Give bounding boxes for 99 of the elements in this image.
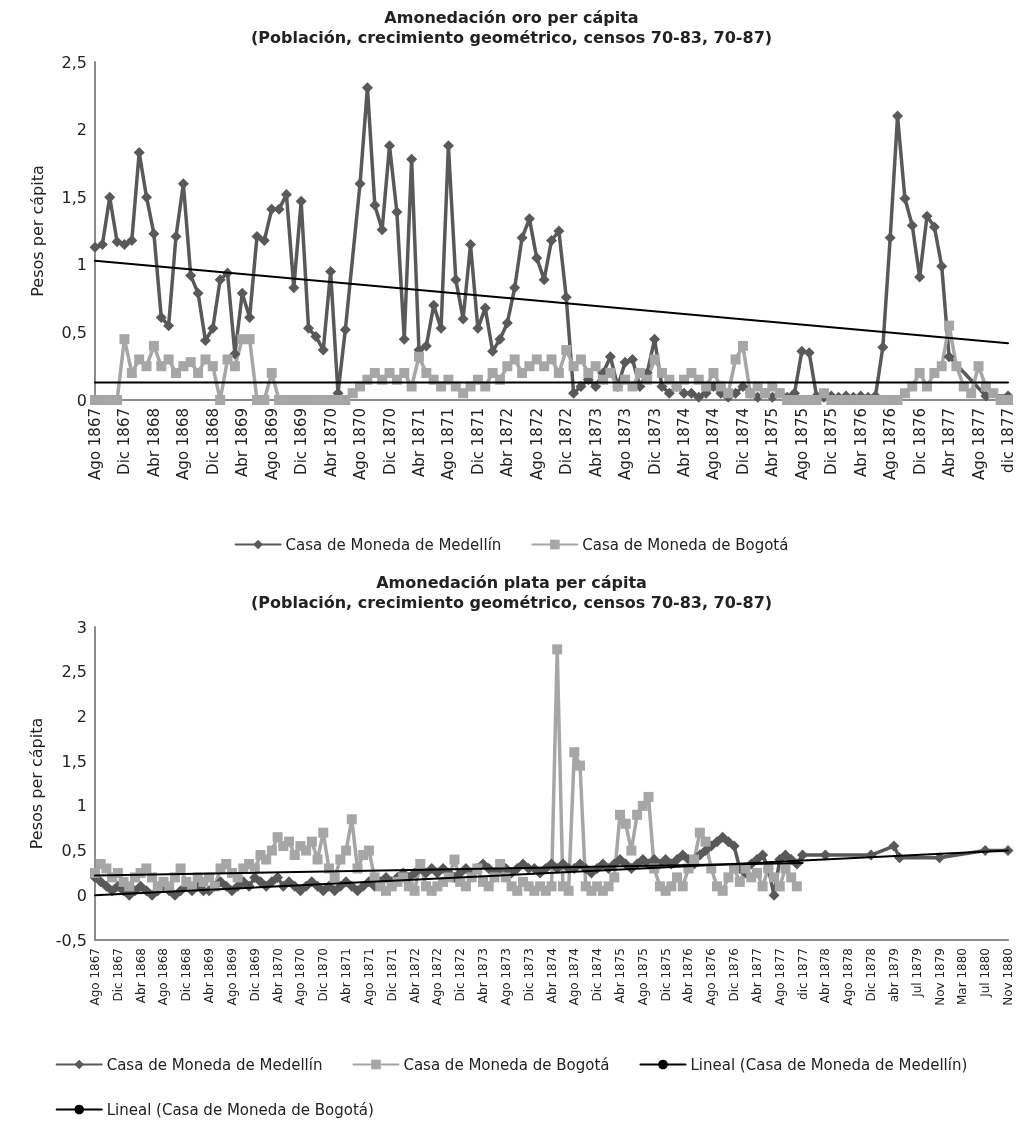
x-tick-label: Ago 1867 [86, 408, 104, 480]
x-tick-label: Abr 1872 [498, 408, 517, 477]
x-tick-label: Dic 1872 [453, 948, 468, 1002]
x-tick-label: Dic 1874 [590, 948, 605, 1002]
x-tick-label: Dic 1876 [910, 408, 929, 475]
x-tick-label: abr 1879 [886, 948, 901, 1003]
y-tick-label: 2 [76, 120, 87, 140]
x-tick-label: Dic 1878 [864, 948, 879, 1002]
chart-subtitle: (Población, crecimiento geométrico, censos 70-83, 70-87) [250, 27, 773, 47]
x-tick-label: Abr 1876 [681, 948, 696, 1004]
y-tick-label: 1,5 [61, 751, 87, 771]
x-tick-label: Dic 1870 [380, 408, 399, 475]
x-tick-label: Dic 1871 [384, 948, 399, 1002]
x-tick-label: Ago 1874 [567, 948, 582, 1006]
y-tick-label: 2,5 [61, 662, 87, 682]
y-tick-label: 0,5 [61, 841, 87, 861]
legend-label: Lineal (Casa de Moneda de Bogotá) [106, 1100, 374, 1119]
chart-title: Amonedación plata per cápita [376, 572, 647, 592]
x-tick-label: Abr 1872 [407, 948, 422, 1004]
y-tick-label: 1 [76, 255, 87, 275]
x-tick-label: Abr 1875 [763, 408, 782, 477]
x-tick-label: Dic 1870 [316, 948, 331, 1002]
x-tick-label: Ago 1875 [635, 948, 650, 1006]
x-tick-label: Ago 1877 [969, 408, 988, 480]
x-tick-label: Ago 1871 [361, 948, 376, 1006]
x-tick-label: Ago 1869 [262, 408, 281, 480]
y-tick-label: -0,5 [55, 930, 87, 950]
x-tick-label: Dic 1873 [521, 948, 536, 1002]
x-tick-label: Abr 1869 [202, 948, 217, 1004]
x-tick-label: Dic 1871 [468, 408, 487, 475]
x-tick-label: Dic 1876 [727, 948, 742, 1002]
y-tick-label: 0,5 [61, 322, 87, 342]
legend-label: Casa de Moneda de Medellín [285, 535, 502, 554]
x-tick-label: Ago 1867 [88, 948, 102, 1006]
x-tick-label: Mar 1880 [955, 948, 970, 1005]
x-tick-label: Abr 1877 [749, 948, 764, 1004]
x-tick-label: Ago 1872 [527, 408, 546, 480]
x-tick-label: Dic 1873 [645, 408, 664, 475]
x-tick-label: Dic 1875 [658, 948, 673, 1002]
x-tick-label: Abr 1871 [409, 408, 428, 477]
y-axis-title: Pesos per cápita [27, 165, 47, 297]
x-tick-label: Abr 1873 [476, 948, 491, 1004]
x-tick-label: dic 1877 [999, 408, 1017, 473]
x-tick-label: Ago 1876 [704, 948, 719, 1006]
x-tick-label: Ago 1869 [224, 948, 239, 1006]
x-tick-label: Dic 1872 [557, 408, 576, 475]
y-tick-label: 0 [76, 390, 87, 410]
x-tick-label: Dic 1868 [179, 948, 194, 1002]
x-tick-label: Abr 1878 [818, 948, 833, 1004]
x-tick-label: Abr 1868 [133, 948, 148, 1004]
x-tick-label: Abr 1874 [544, 948, 559, 1004]
x-tick-label: Abr 1871 [339, 948, 354, 1004]
x-tick-label: Ago 1870 [351, 408, 370, 480]
x-tick-label: Ago 1877 [772, 948, 787, 1006]
legend-label: Casa de Moneda de Medellín [106, 1055, 323, 1074]
legend-label: Casa de Moneda de Bogotá [403, 1055, 610, 1074]
x-tick-label: Ago 1873 [498, 948, 513, 1006]
x-tick-label: Ago 1876 [881, 408, 900, 480]
y-tick-label: 3 [76, 617, 87, 637]
x-tick-label: Ago 1868 [156, 948, 171, 1006]
x-tick-label: Abr 1876 [851, 408, 870, 477]
x-tick-label: Dic 1869 [247, 948, 262, 1002]
x-tick-label: Jul 1879 [909, 948, 924, 998]
x-tick-label: Abr 1869 [233, 408, 252, 477]
x-tick-label: Ago 1875 [792, 408, 811, 480]
x-tick-label: Dic 1869 [292, 408, 311, 475]
x-tick-label: Dic 1867 [110, 948, 125, 1002]
y-tick-label: 2,5 [61, 52, 87, 72]
x-tick-label: Dic 1867 [115, 408, 134, 475]
chart-title: Amonedación oro per cápita [384, 7, 639, 27]
chart-subtitle: (Población, crecimiento geométrico, censos 70-83, 70-87) [250, 592, 773, 612]
x-tick-label: Dic 1875 [822, 408, 841, 475]
x-tick-label: Ago 1872 [430, 948, 445, 1006]
x-tick-label: Ago 1871 [439, 408, 458, 480]
x-tick-label: Dic 1868 [203, 408, 222, 475]
y-tick-label: 2 [76, 706, 87, 726]
y-tick-label: 0 [76, 885, 87, 905]
x-tick-label: Abr 1868 [144, 408, 163, 477]
x-tick-label: Nov 1879 [932, 948, 947, 1006]
x-tick-label: Abr 1874 [675, 408, 694, 477]
y-tick-label: 1,5 [61, 187, 87, 207]
x-tick-label: Ago 1870 [293, 948, 308, 1006]
x-tick-label: Dic 1874 [733, 408, 752, 475]
x-tick-label: Abr 1870 [270, 948, 285, 1004]
x-tick-label: Ago 1868 [174, 408, 193, 480]
legend-label: Casa de Moneda de Bogotá [582, 535, 789, 554]
x-tick-label: Ago 1878 [841, 948, 856, 1006]
x-tick-label: Abr 1875 [612, 948, 627, 1004]
x-tick-label: Ago 1873 [616, 408, 635, 480]
x-tick-label: Nov 1880 [1001, 948, 1015, 1006]
x-tick-label: Abr 1873 [586, 408, 605, 477]
x-tick-label: Abr 1870 [321, 408, 340, 477]
legend-label: Lineal (Casa de Moneda de Medellín) [690, 1055, 968, 1074]
x-tick-label: dic 1877 [795, 948, 810, 1000]
x-tick-label: Ago 1874 [704, 408, 723, 480]
x-tick-label: Jul 1880 [978, 948, 993, 998]
y-axis-title: Pesos per cápita [27, 717, 47, 850]
x-tick-label: Abr 1877 [940, 408, 959, 477]
y-tick-label: 1 [76, 796, 87, 816]
